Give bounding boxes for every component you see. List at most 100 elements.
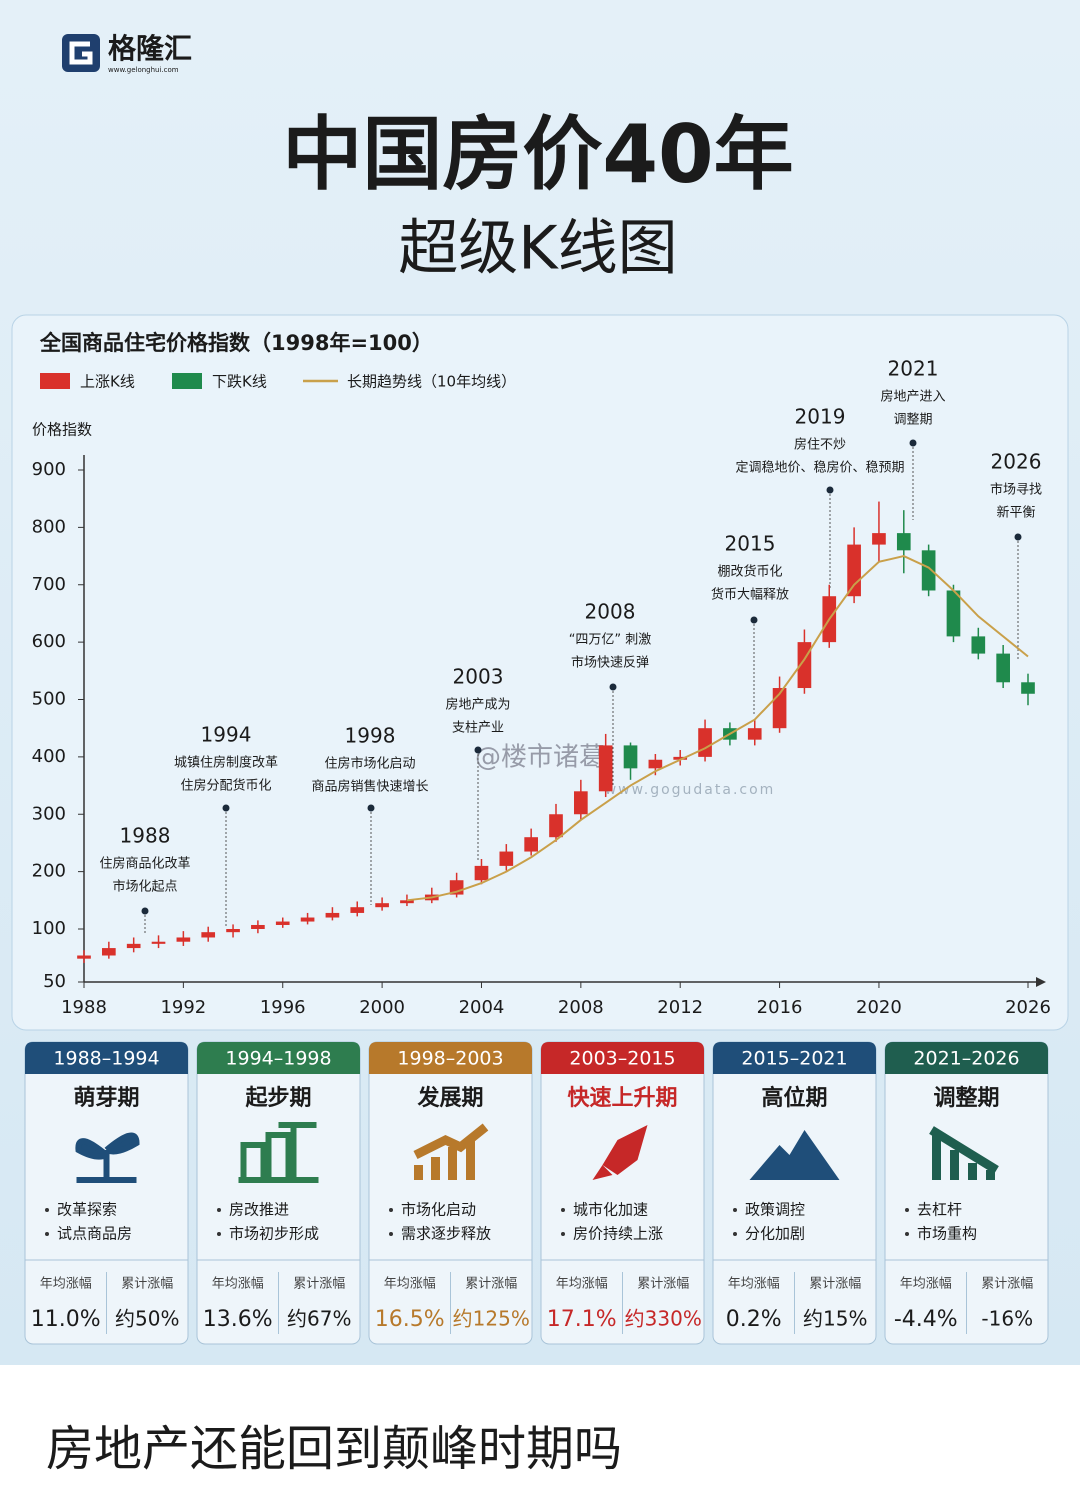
y-tick-label: 500 [32, 689, 66, 710]
chart-panel [11, 314, 1069, 1031]
x-tick-label: 1988 [61, 997, 107, 1018]
stage-bullet: 试点商品房 [57, 1225, 132, 1243]
stage-header [25, 1042, 188, 1074]
candle-body [251, 924, 265, 929]
bullet-dot [217, 1208, 221, 1212]
candle-body [201, 932, 216, 938]
stage-bullet: 市场重构 [917, 1225, 977, 1243]
stage-period: 2021–2026 [913, 1048, 1019, 1070]
main-title: 中国房价40年 [282, 108, 793, 201]
stage-icon [238, 1122, 319, 1183]
annotation-text: 市场快速反弹 [571, 655, 649, 671]
stat-value: 约67% [287, 1307, 351, 1331]
annotation-text: 商品房销售快速增长 [311, 779, 428, 795]
annotation-dot [222, 804, 230, 812]
annotation-text: 支柱产业 [452, 721, 504, 736]
stat-value: 约50% [115, 1307, 179, 1331]
candle-body [77, 955, 91, 959]
legend-label: 上涨K线 [80, 373, 135, 391]
y-tick-label: 400 [32, 746, 66, 767]
y-tick-label: 50 [43, 971, 66, 992]
annotation-text: 住房商品化改革 [99, 856, 190, 872]
post-area [0, 1365, 1080, 1512]
stat-label: 累计涨幅 [293, 1277, 345, 1292]
stat-value: 13.6% [203, 1307, 273, 1332]
stat-value: -4.4% [894, 1307, 958, 1332]
stage-name: 起步期 [244, 1085, 311, 1111]
annotation-year: 1994 [201, 723, 252, 747]
logo-icon [62, 34, 100, 72]
stat-label: 累计涨幅 [465, 1277, 517, 1292]
candle-body [325, 912, 340, 918]
annotation-text: 住房市场化启动 [324, 756, 415, 772]
logo-glyph [69, 41, 93, 65]
x-tick-label: 1992 [160, 997, 206, 1018]
legend-swatch [172, 373, 202, 389]
stage-period: 1988–1994 [53, 1048, 159, 1070]
candle-body [524, 837, 538, 852]
stat-value: 17.1% [547, 1307, 617, 1332]
annotation-year: 1988 [120, 824, 171, 848]
y-axis-label: 价格指数 [32, 421, 92, 439]
annotation-year: 2026 [991, 450, 1042, 474]
bullet-dot [905, 1232, 909, 1236]
candle-body [1021, 682, 1035, 694]
annotation-text: 房住不炒 [794, 437, 846, 453]
annotation-text: 城镇住房制度改革 [174, 755, 278, 771]
annotation-year: 1998 [345, 724, 396, 748]
subtitle: 超级K线图 [398, 214, 677, 284]
stat-label: 年均涨幅 [900, 1277, 952, 1292]
bullet-dot [561, 1232, 565, 1236]
stage-icon [929, 1126, 999, 1180]
stat-label: 年均涨幅 [40, 1277, 92, 1292]
stage-period: 1998–2003 [397, 1048, 503, 1070]
stage-name: 快速上升期 [567, 1085, 677, 1111]
stage-icon [749, 1130, 840, 1180]
candle-body [350, 907, 365, 913]
legend-swatch [40, 373, 70, 389]
x-tick-label: 2004 [459, 997, 505, 1018]
candle-body [474, 865, 489, 881]
stat-value: 0.2% [726, 1307, 782, 1332]
x-axis-arrow [1036, 977, 1046, 987]
annotation-text: 新平衡 [996, 505, 1035, 521]
annotation-dot [1014, 533, 1022, 541]
stage-header [713, 1042, 876, 1074]
stage-bullet: 市场初步形成 [229, 1225, 319, 1243]
stage-bullet: 城市化加速 [573, 1201, 648, 1219]
candle-body [300, 917, 315, 922]
annotation-dot [141, 907, 149, 915]
y-tick-label: 600 [32, 631, 66, 652]
annotation-dot [367, 804, 375, 812]
annotation-text: 货币大幅释放 [711, 587, 789, 603]
stat-label: 年均涨幅 [728, 1277, 780, 1292]
annotation-text: 房地产进入 [880, 389, 945, 405]
candle-body [176, 937, 191, 942]
annotation-dot [750, 616, 758, 624]
logo-text: 格隆汇 [108, 32, 192, 65]
stage-period: 2015–2021 [741, 1048, 847, 1070]
post-text: 房地产还能回到颠峰时期吗 [46, 1421, 622, 1477]
y-tick-label: 900 [32, 459, 66, 480]
bullet-dot [733, 1232, 737, 1236]
x-tick-label: 2012 [657, 997, 703, 1018]
candle-body [921, 550, 936, 591]
candle-body [151, 941, 166, 944]
legend-label: 下跌K线 [212, 373, 267, 391]
stage-name: 调整期 [933, 1085, 999, 1111]
y-tick-label: 300 [32, 803, 66, 824]
x-tick-label: 1996 [260, 997, 306, 1018]
stage-bullet: 房价持续上涨 [573, 1225, 663, 1243]
bullet-dot [905, 1208, 909, 1212]
stat-value: 约15% [803, 1307, 867, 1331]
candle-body [747, 728, 762, 740]
stage-bullet: 分化加剧 [745, 1225, 805, 1243]
stage-name: 高位期 [761, 1085, 827, 1111]
bullet-dot [561, 1208, 565, 1212]
stat-label: 累计涨幅 [981, 1277, 1033, 1292]
stage-icon [413, 1123, 489, 1180]
annotation-year: 2008 [585, 600, 636, 624]
stat-value: 约125% [453, 1307, 530, 1331]
stage-bullet: 改革探索 [57, 1201, 117, 1219]
